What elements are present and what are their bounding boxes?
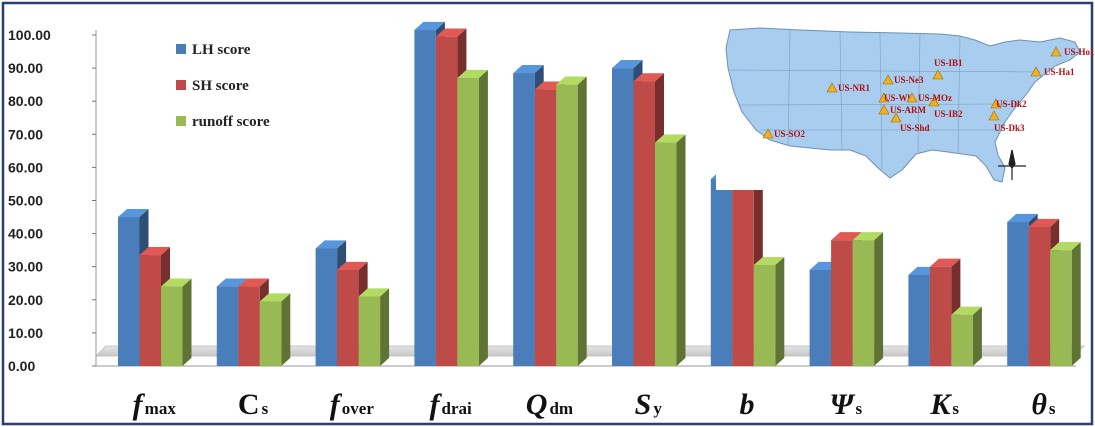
bar [457, 69, 488, 367]
site-marker: US-MOz [906, 92, 952, 103]
triangle-icon [762, 128, 774, 139]
compass-icon [998, 149, 1026, 180]
y-tick-label: 20.00 [8, 292, 43, 308]
site-marker: US-IB2 [928, 96, 963, 119]
legend: LH score SH score runoff score [176, 42, 270, 130]
site-label: US-MOz [918, 93, 952, 103]
triangle-icon [878, 104, 890, 115]
triangle-icon [990, 98, 1002, 109]
site-marker: US-Shd [890, 112, 930, 133]
site-label: US-ARM [890, 105, 927, 115]
triangle-icon [882, 74, 894, 85]
site-label: US-NR1 [838, 83, 871, 93]
site-marker: US-NR1 [826, 82, 871, 93]
site-marker: US-Dk2 [990, 98, 1027, 109]
y-tick-label: 60.00 [8, 159, 43, 175]
triangle-icon [890, 112, 902, 123]
legend-item: SH score [176, 78, 249, 94]
triangle-icon [932, 69, 944, 80]
site-label: US-Wlr [884, 93, 914, 103]
y-tick-label: 70.00 [8, 126, 43, 142]
bar [259, 293, 291, 366]
site-marker: US-SO2 [762, 128, 806, 139]
triangle-icon [928, 96, 940, 107]
bar [161, 278, 192, 366]
triangle-icon [878, 92, 890, 103]
us-map-shape [725, 27, 1081, 183]
bar [358, 288, 390, 366]
site-label: US-Dk2 [996, 99, 1027, 109]
site-label: US-IB2 [934, 109, 963, 119]
legend-label: LH score [192, 42, 251, 58]
y-tick-label: 80.00 [8, 93, 43, 109]
bar [852, 232, 884, 366]
site-marker: US-Ne3 [882, 74, 924, 85]
triangle-icon [1030, 66, 1042, 77]
legend-label: runoff score [192, 114, 270, 130]
legend-swatch [176, 80, 186, 90]
triangle-icon [1050, 46, 1062, 57]
site-marker: US-Ho1 [1050, 46, 1095, 57]
legend-label: SH score [192, 78, 249, 94]
legend-item: LH score [176, 42, 251, 58]
site-label: US-SO2 [774, 129, 806, 139]
site-marker: US-ARM [878, 104, 927, 115]
triangle-icon [826, 82, 838, 93]
site-marker: US-Dk3 [988, 110, 1025, 133]
site-label: US-Ne3 [894, 75, 924, 85]
site-markers: US-Ha1 US-Ho1 US-IB1 US-IB2 US-Ne3 US-NR1 US-W… [762, 46, 1095, 139]
bar [1050, 242, 1081, 366]
triangle-icon [988, 110, 1000, 121]
y-tick-label: 0.00 [8, 358, 35, 374]
x-category-label: f max [133, 388, 177, 421]
x-category-label: f over [330, 388, 375, 421]
bar [556, 76, 587, 367]
inset-map: US-Ha1 US-Ho1 US-IB1 US-IB2 US-Ne3 US-NR1 US-W… [716, 14, 1095, 190]
bar [753, 256, 785, 366]
y-tick-label: 50.00 [8, 193, 43, 209]
y-axis-ticks: 0.00 10.00 20.00 30.00 40.00 50.00 60.00 70.00 8… [8, 27, 96, 374]
bar [655, 134, 686, 366]
site-marker: US-IB1 [932, 58, 963, 80]
triangle-icon [906, 92, 918, 103]
site-label: US-Ha1 [1044, 67, 1075, 77]
y-tick-label: 40.00 [8, 226, 43, 242]
site-label: US-Dk3 [994, 123, 1025, 133]
x-category-label: b [740, 388, 755, 421]
y-tick-label: 90.00 [8, 60, 43, 76]
x-category-label: f drai [430, 388, 473, 421]
legend-swatch [176, 44, 186, 54]
site-label: US-IB1 [934, 58, 963, 68]
site-marker: US-Wlr [878, 92, 914, 103]
y-tick-label: 100.00 [8, 27, 51, 43]
y-tick-label: 30.00 [8, 259, 43, 275]
site-label: US-Shd [900, 123, 930, 133]
y-tick-label: 10.00 [8, 325, 43, 341]
site-marker: US-Ha1 [1030, 66, 1075, 77]
site-label: US-Ho1 [1064, 47, 1095, 57]
legend-swatch [176, 116, 186, 126]
legend-item: runoff score [176, 114, 270, 130]
bars-group [118, 21, 1081, 367]
bar [951, 306, 982, 366]
